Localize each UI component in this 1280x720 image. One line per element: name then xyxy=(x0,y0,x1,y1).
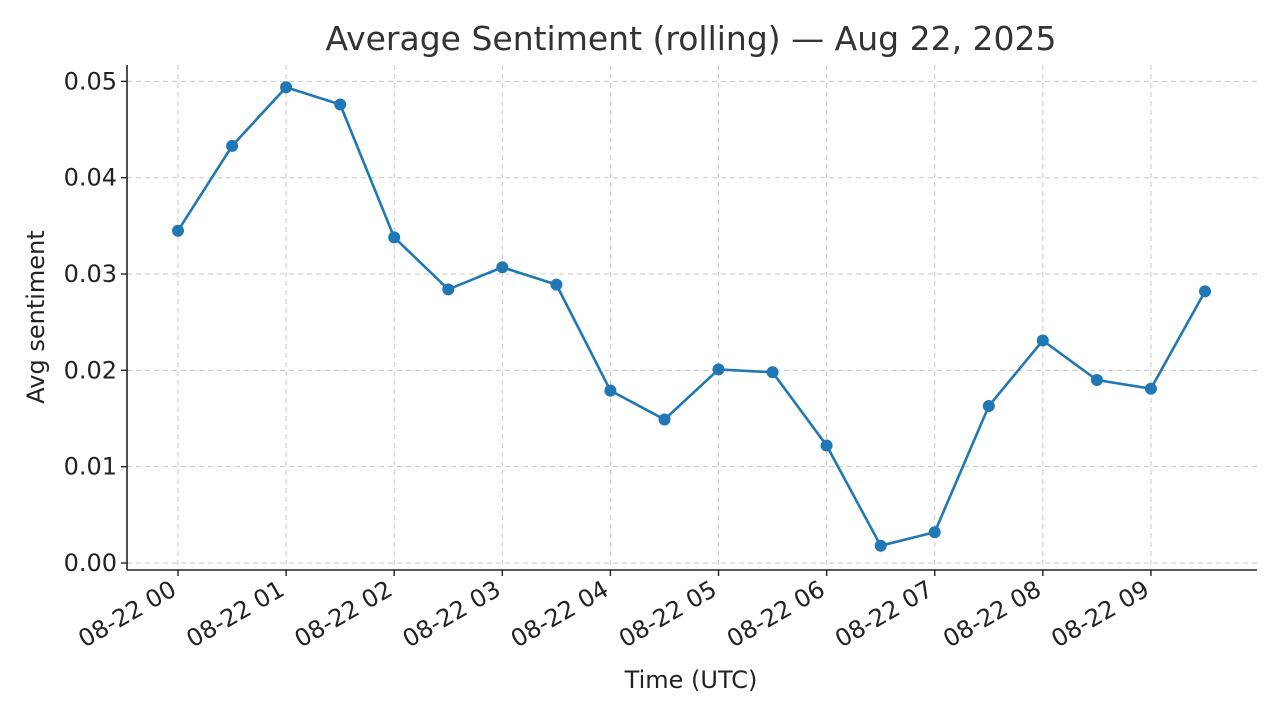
x-tick-label: 08-22 05 xyxy=(614,575,721,653)
grid xyxy=(127,65,1257,570)
y-tick-label: 0.00 xyxy=(64,549,117,577)
data-point xyxy=(982,400,995,412)
data-point xyxy=(334,98,347,111)
series xyxy=(172,81,1211,552)
y-tick-label: 0.05 xyxy=(64,67,117,95)
y-tick-label: 0.01 xyxy=(64,453,117,481)
data-point xyxy=(1090,374,1103,386)
data-point xyxy=(712,363,725,376)
x-tick-label: 08-22 07 xyxy=(830,575,937,653)
data-point xyxy=(280,81,293,94)
data-point xyxy=(1144,382,1157,395)
chart-title: Average Sentiment (rolling) — Aug 22, 20… xyxy=(325,19,1056,58)
series-line xyxy=(176,85,1207,548)
x-tick-label: 08-22 06 xyxy=(722,575,829,653)
data-point xyxy=(874,539,887,552)
data-point xyxy=(442,283,455,296)
data-point xyxy=(928,526,941,539)
data-point xyxy=(226,139,239,152)
y-tick-label: 0.02 xyxy=(64,356,117,384)
x-tick-label: 08-22 09 xyxy=(1046,575,1153,653)
x-tick-label: 08-22 01 xyxy=(182,575,289,653)
data-point xyxy=(820,439,833,452)
data-point xyxy=(1199,285,1211,298)
data-point xyxy=(604,384,617,397)
data-point xyxy=(658,413,671,426)
x-tick-label: 08-22 00 xyxy=(74,575,181,653)
data-point xyxy=(766,366,779,379)
y-tick-label: 0.04 xyxy=(64,164,117,192)
x-tick-label: 08-22 04 xyxy=(506,575,613,653)
x-tick-label: 08-22 03 xyxy=(398,575,505,653)
data-point xyxy=(1036,334,1049,347)
x-tick-label: 08-22 08 xyxy=(938,575,1045,653)
y-tick-label: 0.03 xyxy=(64,260,117,288)
data-point xyxy=(172,224,184,237)
y-axis-label: Avg sentiment xyxy=(22,230,50,403)
x-axis-label: Time (UTC) xyxy=(624,666,758,694)
x-tick-label: 08-22 02 xyxy=(290,575,397,653)
data-point xyxy=(496,261,509,274)
data-point xyxy=(550,278,563,291)
data-point xyxy=(388,231,401,244)
